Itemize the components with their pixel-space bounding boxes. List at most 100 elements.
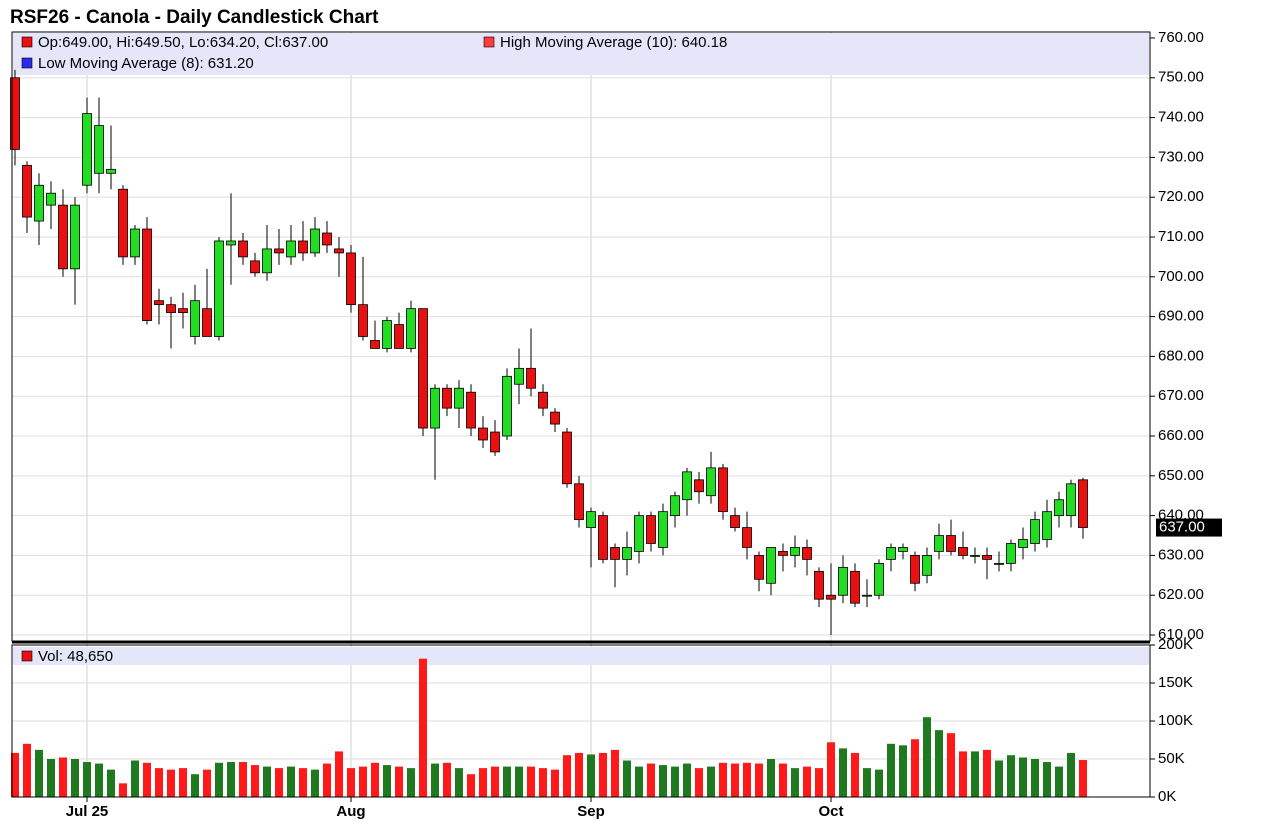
candle-body [1030, 519, 1040, 544]
volume-bar [443, 762, 451, 797]
volume-bar [695, 768, 703, 797]
x-tick-label: Jul 25 [66, 803, 109, 820]
y-tick-label: 610.00 [1158, 626, 1204, 643]
candle-body [586, 511, 596, 528]
candle-body [178, 308, 188, 314]
candle-body [130, 228, 140, 258]
candle-body [106, 168, 116, 174]
y-tick-label: 670.00 [1158, 387, 1204, 404]
volume-bar [1031, 759, 1039, 797]
legend-band [13, 33, 1149, 75]
volume-bar [731, 763, 739, 797]
candle-body [250, 260, 260, 274]
volume-bar [1043, 762, 1051, 797]
candle-body [514, 367, 524, 385]
candle-body [706, 467, 716, 497]
volume-bar [107, 769, 115, 797]
volume-bar [467, 774, 475, 797]
y-tick-label: 650.00 [1158, 467, 1204, 484]
y-tick-label: 200K [1158, 636, 1193, 653]
volume-bar [527, 766, 535, 797]
volume-bar [971, 751, 979, 797]
candle-body [610, 547, 620, 560]
y-tick-label: 750.00 [1158, 69, 1204, 86]
candle-body [478, 427, 488, 441]
volume-bar [959, 751, 967, 797]
candle-body [490, 431, 500, 453]
candle-body [46, 192, 56, 206]
x-tick-label: Aug [336, 803, 365, 820]
candle-body [262, 248, 272, 274]
legend-label: Vol: 48,650 [38, 648, 113, 665]
volume-panel-frame [11, 644, 1151, 798]
candle-body [454, 387, 464, 409]
volume-bar [839, 748, 847, 797]
volume-bar [815, 768, 823, 797]
volume-bar [995, 760, 1003, 797]
y-tick-label: 690.00 [1158, 308, 1204, 325]
candle-body [670, 495, 680, 517]
volume-bar [1055, 766, 1063, 797]
volume-bar [1007, 755, 1015, 797]
candle-body [394, 324, 404, 349]
volume-bar [623, 760, 631, 797]
volume-bar [947, 733, 955, 797]
volume-bar [371, 762, 379, 797]
candle-body [22, 164, 32, 218]
candle-body [94, 125, 104, 174]
candle-body [154, 300, 164, 306]
volume-bar [299, 768, 307, 797]
volume-bar [911, 739, 919, 797]
volume-bar [719, 762, 727, 797]
candle-body [982, 555, 992, 560]
candle-body [238, 240, 248, 258]
candle-body [862, 594, 872, 597]
volume-bar [887, 743, 895, 797]
candle-body [502, 375, 512, 437]
candle-body [682, 471, 692, 501]
y-tick-label: 50K [1158, 750, 1185, 767]
legend-swatch [21, 36, 33, 48]
candle-body [550, 411, 560, 425]
volume-bar [671, 766, 679, 797]
y-tick-label: 0K [1158, 788, 1176, 805]
volume-bar [59, 757, 67, 797]
volume-bar [35, 749, 43, 797]
candle-body [166, 304, 176, 314]
volume-bar [287, 766, 295, 797]
candle-body [910, 555, 920, 584]
candle-body [874, 562, 884, 596]
candle-body [754, 555, 764, 580]
volume-bar [419, 658, 427, 797]
candle-body [442, 387, 452, 409]
candle-body [898, 547, 908, 552]
volume-bar [1019, 757, 1027, 797]
volume-bar [83, 762, 91, 797]
volume-bar [683, 763, 691, 797]
volume-bar [503, 766, 511, 797]
volume-bar [23, 743, 31, 797]
x-tick-label: Sep [577, 803, 605, 820]
volume-bar [1079, 760, 1087, 797]
candle-body [202, 308, 212, 337]
volume-bar [803, 766, 811, 797]
volume-bar [311, 769, 319, 797]
candle-body [466, 391, 476, 429]
candle-body [658, 511, 668, 548]
candle-body [538, 391, 548, 409]
candle-body [790, 547, 800, 556]
legend-label: Low Moving Average (8): 631.20 [38, 55, 254, 72]
volume-bar [707, 766, 715, 797]
candle-body [430, 387, 440, 429]
candle-body [994, 562, 1004, 565]
volume-bar [407, 768, 415, 797]
candle-body [850, 570, 860, 604]
volume-bar [539, 768, 547, 797]
legend-swatch [21, 57, 33, 69]
volume-bar [755, 763, 763, 797]
candle-body [730, 515, 740, 528]
volume-bar [239, 762, 247, 797]
